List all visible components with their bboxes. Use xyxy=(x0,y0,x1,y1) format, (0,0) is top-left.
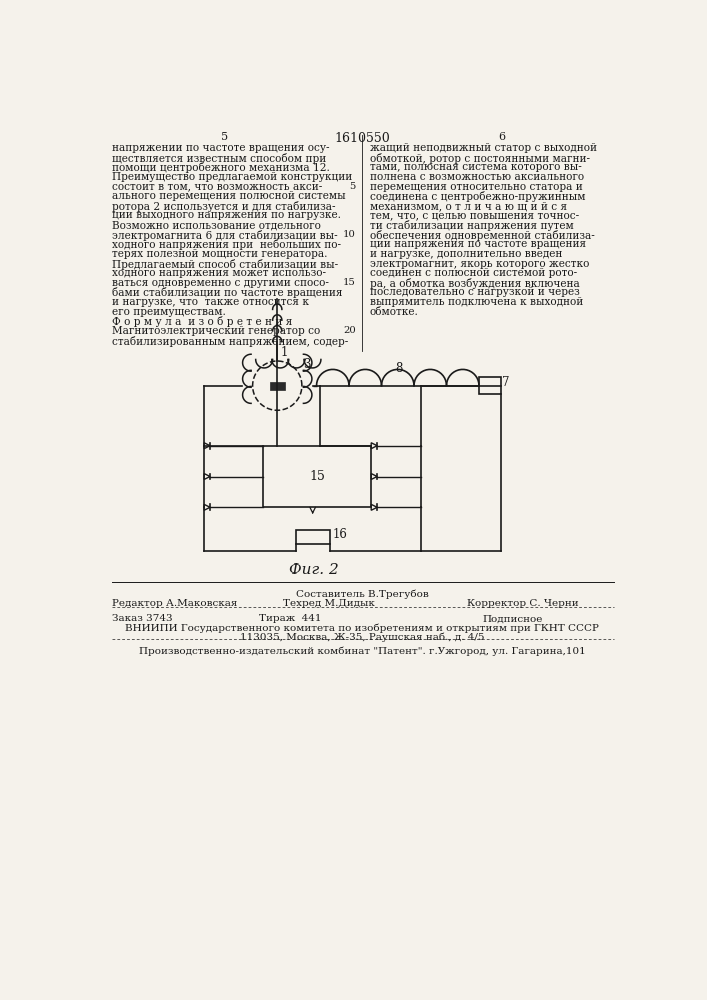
Text: ции напряжения по частоте вращения: ции напряжения по частоте вращения xyxy=(370,239,586,249)
Text: 3: 3 xyxy=(303,358,311,371)
Text: ального перемещения полюсной системы: ального перемещения полюсной системы xyxy=(112,191,345,201)
Text: терях полезной мощности генератора.: терях полезной мощности генератора. xyxy=(112,249,327,259)
Text: 15: 15 xyxy=(310,470,325,483)
Text: обмоткой, ротор с постоянными магни-: обмоткой, ротор с постоянными магни- xyxy=(370,153,590,164)
Text: тами, полюсная система которого вы-: тами, полюсная система которого вы- xyxy=(370,162,581,172)
Bar xyxy=(269,382,285,389)
Text: Корректор С. Черни: Корректор С. Черни xyxy=(467,599,579,608)
Text: 20: 20 xyxy=(343,326,356,335)
Text: Предлагаемый способ стабилизации вы-: Предлагаемый способ стабилизации вы- xyxy=(112,259,338,270)
Text: ротора 2 используется и для стабилиза-: ротора 2 используется и для стабилиза- xyxy=(112,201,335,212)
Bar xyxy=(264,446,371,507)
Text: 5: 5 xyxy=(221,132,228,142)
Text: 6: 6 xyxy=(498,132,506,142)
Text: и нагрузке, дополнительно введен: и нагрузке, дополнительно введен xyxy=(370,249,562,259)
Text: 7: 7 xyxy=(502,376,510,389)
Text: полнена с возможностью аксиального: полнена с возможностью аксиального xyxy=(370,172,584,182)
Text: ходного напряжения может использо-: ходного напряжения может использо- xyxy=(112,268,326,278)
Text: Составитель В.Трегубов: Составитель В.Трегубов xyxy=(296,590,428,599)
Text: 1: 1 xyxy=(281,346,288,359)
Text: последовательно с нагрузкой и через: последовательно с нагрузкой и через xyxy=(370,287,580,297)
Text: 15: 15 xyxy=(343,278,356,287)
Text: обеспечения одновременной стабилиза-: обеспечения одновременной стабилиза- xyxy=(370,230,595,241)
Bar xyxy=(296,530,329,544)
Text: электромагнит, якорь которого жестко: электромагнит, якорь которого жестко xyxy=(370,259,589,269)
Text: Магнитоэлектрический генератор со: Магнитоэлектрический генератор со xyxy=(112,326,320,336)
Text: 1610550: 1610550 xyxy=(334,132,390,145)
Text: ществляется известным способом при: ществляется известным способом при xyxy=(112,153,326,164)
Text: жащий неподвижный статор с выходной: жащий неподвижный статор с выходной xyxy=(370,143,597,153)
Text: Фиг. 2: Фиг. 2 xyxy=(288,563,339,577)
Text: Производственно-издательский комбинат "Патент". г.Ужгород, ул. Гагарина,101: Производственно-издательский комбинат "П… xyxy=(139,647,585,656)
Text: ваться одновременно с другими спосо-: ваться одновременно с другими спосо- xyxy=(112,278,329,288)
Text: Заказ 3743: Заказ 3743 xyxy=(112,614,173,623)
Text: состоит в том, что возможность акси-: состоит в том, что возможность акси- xyxy=(112,182,322,192)
Text: механизмом, о т л и ч а ю щ и й с я: механизмом, о т л и ч а ю щ и й с я xyxy=(370,201,567,211)
Bar xyxy=(479,377,501,394)
Text: Возможно использование отдельного: Возможно использование отдельного xyxy=(112,220,320,230)
Text: ции выходного напряжения по нагрузке.: ции выходного напряжения по нагрузке. xyxy=(112,210,341,220)
Text: Тираж  441: Тираж 441 xyxy=(259,614,322,623)
Text: 5: 5 xyxy=(349,182,356,191)
Text: 113035, Москва, Ж-35, Раушская наб., д. 4/5: 113035, Москва, Ж-35, Раушская наб., д. … xyxy=(240,632,484,642)
Text: его преимуществам.: его преимуществам. xyxy=(112,307,226,317)
Text: 10: 10 xyxy=(343,230,356,239)
Text: стабилизированным напряжением, содер-: стабилизированным напряжением, содер- xyxy=(112,336,348,347)
Text: соединен с полюсной системой рото-: соединен с полюсной системой рото- xyxy=(370,268,577,278)
Text: тем, что, с целью повышения точнос-: тем, что, с целью повышения точнос- xyxy=(370,210,579,220)
Text: Редактор А.Маковская: Редактор А.Маковская xyxy=(112,599,237,608)
Text: Преимущество предлагаемой конструкции: Преимущество предлагаемой конструкции xyxy=(112,172,352,182)
Text: ходного напряжения при  небольших по-: ходного напряжения при небольших по- xyxy=(112,239,341,250)
Text: обмотке.: обмотке. xyxy=(370,307,419,317)
Text: соединена с центробежно-пружинным: соединена с центробежно-пружинным xyxy=(370,191,585,202)
Text: помощи центробежного механизма 12.: помощи центробежного механизма 12. xyxy=(112,162,329,173)
Text: ра, а обмотка возбуждения включена: ра, а обмотка возбуждения включена xyxy=(370,278,580,289)
Text: ти стабилизации напряжения путем: ти стабилизации напряжения путем xyxy=(370,220,573,231)
Text: ВНИИПИ Государственного комитета по изобретениям и открытиям при ГКНТ СССР: ВНИИПИ Государственного комитета по изоб… xyxy=(125,624,599,633)
Text: 16: 16 xyxy=(333,528,348,541)
Text: Ф о р м у л а  и з о б р е т е н и я: Ф о р м у л а и з о б р е т е н и я xyxy=(112,316,292,327)
Text: Техред М.Дидык: Техред М.Дидык xyxy=(283,599,375,608)
Text: и нагрузке, что  также относится к: и нагрузке, что также относится к xyxy=(112,297,309,307)
Text: бами стабилизации по частоте вращения: бами стабилизации по частоте вращения xyxy=(112,287,342,298)
Text: электромагнита 6 для стабилизации вы-: электромагнита 6 для стабилизации вы- xyxy=(112,230,337,241)
Text: 8: 8 xyxy=(395,362,403,375)
Text: выпрямитель подключена к выходной: выпрямитель подключена к выходной xyxy=(370,297,583,307)
Text: Подписное: Подписное xyxy=(483,614,543,623)
Text: напряжении по частоте вращения осу-: напряжении по частоте вращения осу- xyxy=(112,143,329,153)
Text: перемещения относительно статора и: перемещения относительно статора и xyxy=(370,182,583,192)
